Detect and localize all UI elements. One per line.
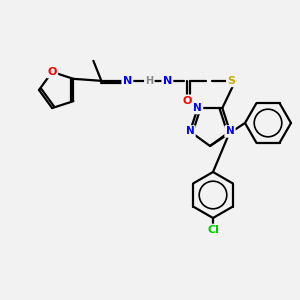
Text: O: O	[47, 67, 57, 77]
Text: N: N	[186, 127, 194, 136]
Text: N: N	[163, 76, 172, 86]
Text: S: S	[227, 76, 236, 86]
Text: O: O	[183, 96, 192, 106]
Text: Cl: Cl	[207, 225, 219, 235]
Text: N: N	[123, 76, 132, 86]
Text: H: H	[145, 76, 153, 86]
Text: N: N	[193, 103, 202, 113]
Text: N: N	[226, 127, 234, 136]
